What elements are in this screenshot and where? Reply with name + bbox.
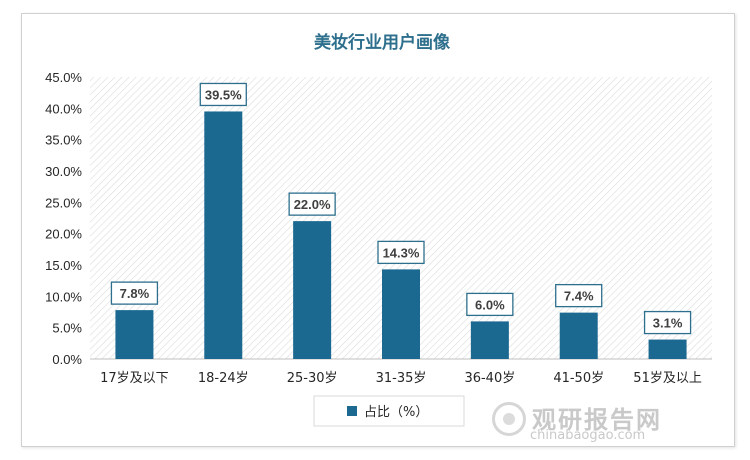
x-tick-label: 36-40岁	[464, 371, 515, 386]
data-label: 7.4%	[564, 289, 594, 304]
bar[interactable]	[382, 269, 420, 359]
data-label-box	[555, 283, 603, 308]
data-label: 39.5%	[205, 87, 242, 102]
y-tick-label: 30.0%	[45, 164, 82, 179]
legend-label: 占比（%）	[364, 405, 428, 420]
y-tick-label: 35.0%	[45, 133, 82, 148]
x-tick-label: 51岁及以上	[633, 371, 702, 386]
bar[interactable]	[293, 221, 332, 359]
watermark-brand: 观研报告网	[532, 406, 662, 434]
x-tick-label: 41-50岁	[553, 371, 604, 386]
y-tick-label: 0.0%	[52, 352, 82, 367]
x-tick-label: 17岁及以下	[100, 371, 169, 386]
bar-chart: 美妆行业用户画像 0.0% 5.0% 10.0% 15.0% 20.0% 25.0% 30.…	[45, 32, 712, 427]
y-tick-label: 5.0%	[52, 321, 82, 336]
data-label: 6.0%	[475, 297, 505, 312]
bar[interactable]	[115, 310, 154, 359]
watermark-url: chinabaogao.com	[530, 428, 646, 443]
watermark-logo-icon	[492, 402, 526, 436]
legend-swatch	[347, 406, 357, 416]
data-label-box	[466, 292, 514, 317]
y-tick-label: 20.0%	[45, 227, 82, 242]
y-tick-label: 15.0%	[45, 258, 82, 273]
data-label-box	[288, 192, 336, 216]
y-tick-label: 45.0%	[45, 70, 82, 85]
bar[interactable]	[648, 339, 687, 359]
data-label: 14.3%	[383, 245, 420, 260]
data-label: 3.1%	[653, 316, 683, 331]
bar[interactable]	[204, 111, 243, 359]
x-tick-label: 18-24岁	[198, 371, 249, 386]
chart-title: 美妆行业用户画像	[314, 32, 451, 52]
y-tick-label: 40.0%	[45, 101, 82, 116]
x-tick-label: 31-35岁	[376, 371, 427, 386]
x-tick-label: 25-30岁	[287, 371, 338, 386]
bar[interactable]	[470, 321, 509, 359]
y-tick-label: 25.0%	[45, 195, 82, 210]
bar[interactable]	[559, 312, 598, 359]
data-label-box	[377, 240, 425, 265]
data-label-box	[643, 310, 692, 335]
y-tick-label: 10.0%	[45, 289, 82, 304]
data-label-box	[110, 281, 159, 305]
data-label: 22.0%	[294, 197, 331, 212]
data-label-box	[199, 82, 247, 107]
legend-box	[313, 395, 465, 427]
chart-frame: 美妆行业用户画像 0.0% 5.0% 10.0% 15.0% 20.0% 25.0% 30.…	[21, 13, 735, 447]
data-label: 7.8%	[120, 286, 150, 301]
